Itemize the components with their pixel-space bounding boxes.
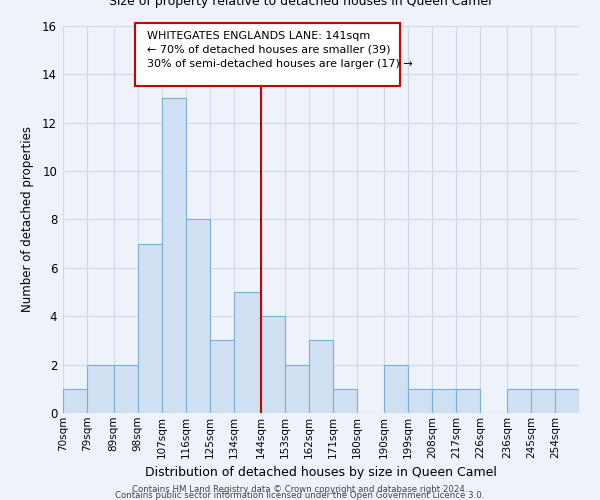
Bar [234, 292, 261, 413]
Bar [285, 364, 309, 413]
Bar [162, 98, 186, 413]
Text: WHITEGATES ENGLANDS LANE: 141sqm: WHITEGATES ENGLANDS LANE: 141sqm [146, 31, 370, 41]
Text: ← 70% of detached houses are smaller (39): ← 70% of detached houses are smaller (39… [146, 45, 390, 55]
Bar [210, 340, 234, 413]
Bar [531, 388, 555, 413]
Text: Contains public sector information licensed under the Open Government Licence 3.: Contains public sector information licen… [115, 490, 485, 500]
Bar [507, 388, 531, 413]
Bar [432, 388, 456, 413]
Bar [309, 340, 333, 413]
Bar [384, 364, 408, 413]
Text: 30% of semi-detached houses are larger (17) →: 30% of semi-detached houses are larger (… [146, 59, 412, 69]
X-axis label: Distribution of detached houses by size in Queen Camel: Distribution of detached houses by size … [145, 466, 497, 479]
Bar [137, 244, 162, 413]
Bar [456, 388, 480, 413]
Bar [186, 220, 210, 413]
Text: Size of property relative to detached houses in Queen Camel: Size of property relative to detached ho… [109, 0, 491, 8]
Bar [63, 388, 87, 413]
Text: Contains HM Land Registry data © Crown copyright and database right 2024.: Contains HM Land Registry data © Crown c… [132, 484, 468, 494]
Bar [261, 316, 285, 413]
Bar [333, 388, 357, 413]
Bar [113, 364, 137, 413]
Bar [87, 364, 113, 413]
Bar [555, 388, 579, 413]
Bar [408, 388, 432, 413]
Y-axis label: Number of detached properties: Number of detached properties [21, 126, 34, 312]
